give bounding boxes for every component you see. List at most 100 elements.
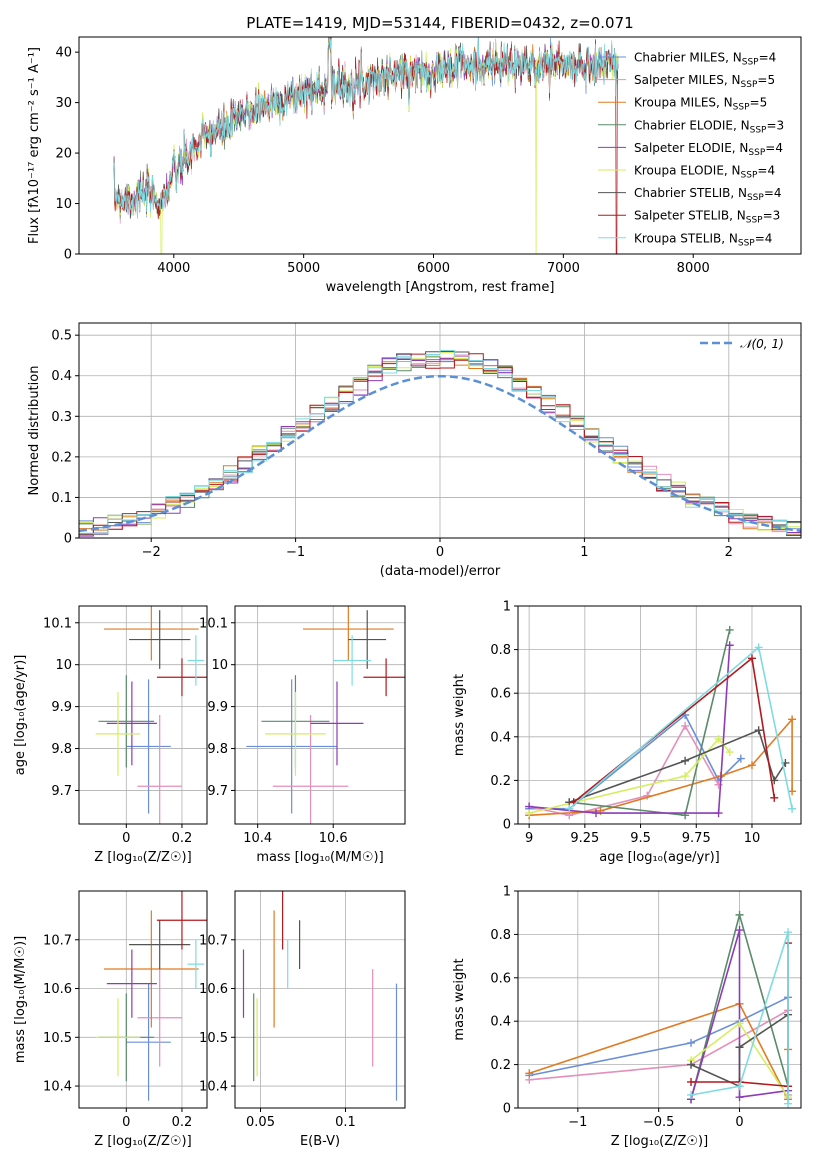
x-tick-label: 4000 — [157, 261, 190, 276]
x-tick-label: 0 — [436, 545, 444, 560]
y-tick-label: 9.7 — [207, 784, 228, 799]
weight-marker — [735, 1019, 744, 1028]
x-tick-label: 10.6 — [319, 831, 348, 846]
weight-marker — [525, 809, 534, 818]
legend-subscript: SSP — [741, 80, 758, 90]
weight-marker — [735, 1082, 744, 1091]
x-axis-label: mass [log₁₀(M/M☉)] — [256, 850, 383, 865]
x-axis-label: age [log₁₀(age/yr)] — [599, 850, 720, 865]
y-tick-label: 0.2 — [490, 1058, 511, 1073]
legend-label: Salpeter ELODIE, NSSP=4 — [634, 141, 783, 158]
y-tick-label: 0.8 — [490, 928, 511, 943]
legend-label: Chabrier MILES, NSSP=4 — [634, 51, 776, 68]
y-tick-label: 0 — [503, 818, 511, 833]
axes-frame — [78, 322, 802, 539]
y-tick-label: 10.4 — [43, 1080, 72, 1095]
y-tick-label: 9.9 — [51, 700, 72, 715]
panel-age_vs_Z: 0 0.2 9.7 9.8 9.9 10 10.1 Z [log₁₀(Z/Z☉)] age [l… — [13, 605, 208, 865]
x-tick-label: 10.4 — [243, 831, 272, 846]
x-tick-label: 6000 — [417, 261, 450, 276]
plot-area — [113, 37, 619, 254]
y-tick-label: 10 — [55, 197, 72, 212]
x-tick-label: −1 — [568, 1115, 587, 1130]
legend-nssp: =4 — [755, 231, 773, 245]
x-axis-label: Z [log₁₀(Z/Z☉)] — [611, 1134, 708, 1149]
legend-label: Kroupa STELIB, NSSP=4 — [634, 231, 772, 248]
y-tick-label: 0.4 — [490, 1015, 511, 1030]
weight-marker — [735, 1093, 744, 1102]
weight-marker — [754, 643, 763, 652]
y-tick-label: 10.5 — [43, 1031, 72, 1046]
weight-marker — [770, 793, 779, 802]
y-axis-label: age [log₁₀(age/yr)] — [13, 655, 28, 776]
x-tick-label: 0.2 — [172, 831, 193, 846]
x-tick-label: 0.2 — [172, 1115, 193, 1130]
legend-label: Chabrier ELODIE, NSSP=3 — [634, 118, 784, 135]
legend-series-name: Salpeter STELIB, N — [634, 209, 746, 223]
y-axis-label: mass weight — [452, 958, 467, 1040]
y-tick-label: 10 — [55, 658, 72, 673]
panel-mass_vs_Z: 0 0.2 10.4 10.5 10.6 10.7 Z [log₁₀(Z/Z☉)] mass … — [13, 890, 208, 1149]
panel-weight_vs_age: 9 9.25 9.5 9.75 10 0 0.2 0.4 0.6 0.8 1 age [log₁₀(a… — [452, 600, 802, 865]
legend-subscript: SSP — [738, 238, 755, 248]
weight-marker — [725, 748, 734, 757]
spectrum-line-0 — [113, 37, 619, 218]
legend-subscript: SSP — [746, 216, 763, 226]
legend-subscript: SSP — [742, 58, 759, 68]
spectrum-line-6 — [113, 37, 619, 219]
plot-area — [79, 350, 801, 538]
x-axis-label: Z [log₁₀(Z/Z☉)] — [94, 1134, 191, 1149]
x-axis-label: wavelength [Angstrom, rest frame] — [326, 280, 555, 295]
y-tick-label: 10.5 — [199, 1031, 228, 1046]
weight-marker — [643, 791, 652, 800]
y-axis-label: mass weight — [452, 674, 467, 756]
axes-frame — [78, 890, 208, 1109]
y-tick-label: 9.8 — [51, 742, 72, 757]
y-tick-label: 0.5 — [51, 329, 72, 344]
y-tick-label: 0.8 — [490, 643, 511, 658]
legend-label: Salpeter STELIB, NSSP=3 — [634, 209, 780, 226]
weight-marker — [687, 1090, 696, 1099]
y-tick-label: 40 — [55, 46, 72, 61]
legend-subscript: SSP — [741, 171, 758, 181]
legend-series-name: Chabrier MILES, N — [634, 51, 742, 65]
x-tick-label: 0.05 — [246, 1115, 275, 1130]
y-tick-label: 0.6 — [490, 971, 511, 986]
x-tick-label: 8000 — [677, 261, 710, 276]
y-tick-label: 9.9 — [207, 700, 228, 715]
y-tick-label: 0.2 — [490, 774, 511, 789]
y-tick-label: 9.7 — [51, 784, 72, 799]
y-tick-label: 1 — [503, 600, 511, 615]
weight-line-0 — [529, 713, 742, 810]
y-tick-label: 0.6 — [490, 687, 511, 702]
legend-label: Salpeter MILES, NSSP=5 — [634, 73, 775, 90]
spectrum-title: PLATE=1419, MJD=53144, FIBERID=0432, z=0… — [246, 14, 633, 32]
plot-area — [525, 910, 793, 1108]
y-tick-label: 10.4 — [199, 1080, 228, 1095]
y-tick-label: 10.1 — [199, 616, 228, 631]
weight-marker — [788, 804, 797, 813]
weight-marker — [788, 787, 797, 796]
legend-series-name: Kroupa MILES, N — [634, 96, 733, 110]
legend-subscript: SSP — [748, 148, 765, 158]
axes-frame — [234, 890, 406, 1109]
panel-mass_vs_ebv: 0.05 0.1 10.4 10.5 10.6 10.7 E(B-V) — [199, 890, 406, 1149]
legend-series-name: Kroupa ELODIE, N — [634, 164, 741, 178]
x-tick-label: −1 — [286, 545, 305, 560]
legend-series-name: Kroupa STELIB, N — [634, 231, 738, 245]
legend-subscript: SSP — [733, 103, 750, 113]
weight-marker — [747, 761, 756, 770]
axes-frame — [517, 605, 802, 825]
legend-series-name: Chabrier ELODIE, N — [634, 118, 750, 132]
weight-marker — [591, 809, 600, 818]
y-tick-label: 10.7 — [43, 933, 72, 948]
x-tick-label: −2 — [142, 545, 161, 560]
weight-line-4 — [529, 645, 731, 814]
weight-marker — [714, 734, 723, 743]
x-tick-label: 7000 — [547, 261, 580, 276]
x-tick-label: 0 — [122, 1115, 130, 1130]
legend-nssp: =3 — [766, 118, 784, 132]
axes-frame — [78, 36, 802, 255]
weight-marker — [735, 1043, 744, 1052]
